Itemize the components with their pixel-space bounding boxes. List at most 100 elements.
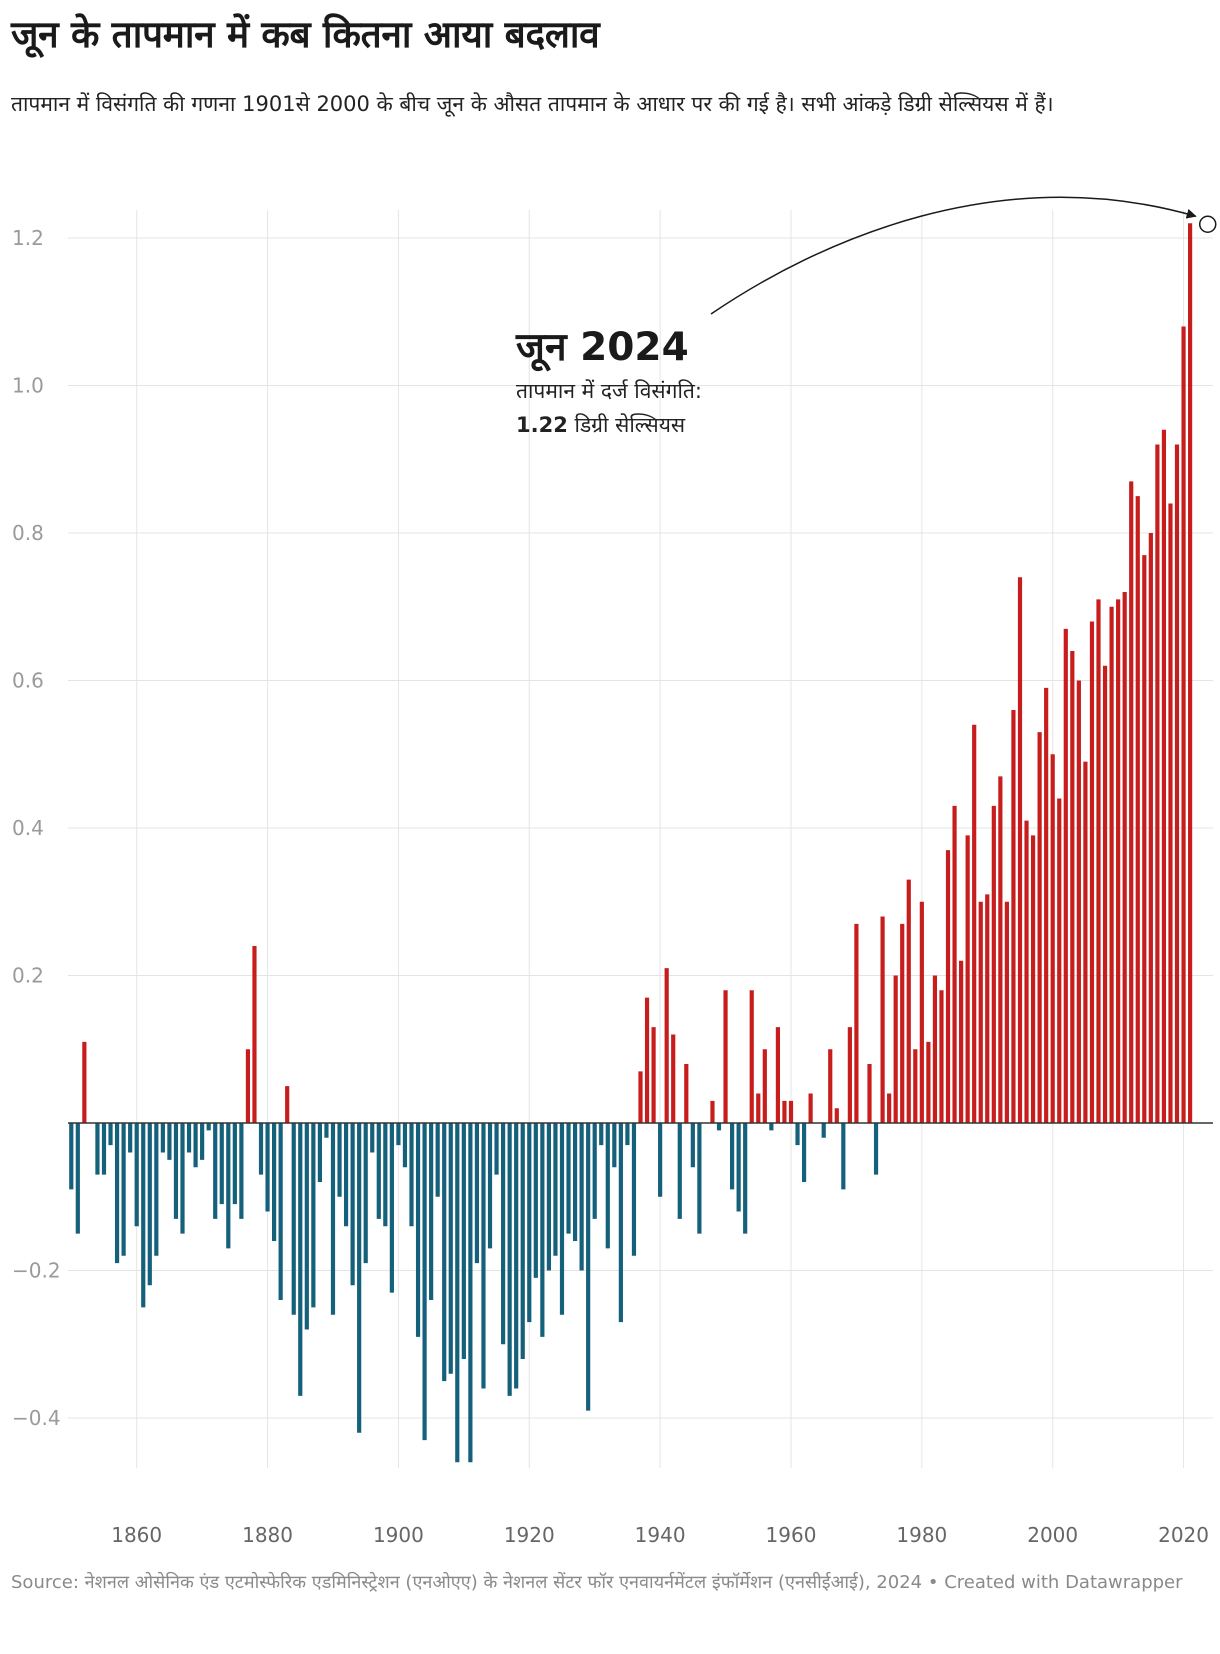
bar-1868 xyxy=(186,1123,192,1153)
bar-1920 xyxy=(527,1123,532,1323)
bar-1871 xyxy=(206,1123,211,1131)
bar-2020 xyxy=(1181,326,1186,1123)
bar-1949 xyxy=(716,1123,722,1131)
bar-2007 xyxy=(1096,599,1101,1123)
bar-1985 xyxy=(952,805,957,1123)
bar-1937 xyxy=(638,1071,643,1123)
bar-1992 xyxy=(998,776,1003,1123)
bar-1916 xyxy=(501,1123,506,1345)
annotation-heading: जून 2024 xyxy=(515,325,689,372)
source-footer: Source: नेशनल ओसेनिक एंड एटमोस्फेरिक एडम… xyxy=(11,1572,1183,1593)
x-tick-label: 1920 xyxy=(504,1523,555,1547)
bar-1872 xyxy=(213,1123,218,1219)
x-tick-label: 1960 xyxy=(766,1523,817,1547)
bar-1968 xyxy=(841,1123,846,1190)
y-tick-label: −0.2 xyxy=(12,1259,61,1283)
bar-1879 xyxy=(258,1123,264,1175)
bar-1901 xyxy=(402,1123,408,1168)
bar-1874 xyxy=(226,1123,231,1249)
bar-1930 xyxy=(592,1123,597,1219)
bar-1904 xyxy=(422,1123,427,1441)
y-tick-label: 0.2 xyxy=(12,964,44,988)
bar-1990 xyxy=(985,894,990,1123)
bar-1940 xyxy=(658,1123,663,1197)
bar-1865 xyxy=(167,1123,172,1160)
annotation: जून 2024 तापमान में दर्ज विसंगति: 1.22 ड… xyxy=(515,196,1217,437)
bar-1905 xyxy=(429,1123,434,1300)
bar-1969 xyxy=(847,1027,852,1123)
bar-2015 xyxy=(1148,533,1153,1123)
x-tick-label: 1940 xyxy=(635,1523,686,1547)
bar-1923 xyxy=(546,1123,551,1271)
bar-1864 xyxy=(160,1123,165,1153)
bar-1961 xyxy=(795,1123,800,1146)
bar-2011 xyxy=(1122,592,1127,1123)
bar-2016 xyxy=(1155,444,1160,1123)
bar-1931 xyxy=(599,1123,604,1146)
bar-1973 xyxy=(873,1123,879,1175)
bar-1866 xyxy=(173,1123,179,1219)
bar-1895 xyxy=(363,1123,368,1264)
bar-1910 xyxy=(461,1123,466,1359)
bar-1921 xyxy=(533,1123,538,1278)
bar-2003 xyxy=(1070,651,1075,1123)
bar-1877 xyxy=(245,1049,251,1123)
bar-1927 xyxy=(572,1123,578,1241)
axes: 1.2 1.0 0.8 0.6 0.4 0.2 −0.2 −0.4 1860 1880 1900 19… xyxy=(12,226,1213,1547)
bar-1878 xyxy=(252,946,257,1123)
bar-chart: 1.2 1.0 0.8 0.6 0.4 0.2 −0.2 −0.4 1860 1880 1900 19… xyxy=(12,196,1217,1547)
bar-1869 xyxy=(193,1123,198,1168)
bar-1972 xyxy=(867,1064,872,1123)
bar-1903 xyxy=(415,1123,421,1337)
x-tick-label: 1880 xyxy=(242,1523,293,1547)
bar-1936 xyxy=(631,1123,637,1256)
bar-2014 xyxy=(1142,555,1147,1123)
bar-1944 xyxy=(684,1064,689,1123)
bar-1991 xyxy=(991,805,996,1123)
bar-1998 xyxy=(1037,732,1042,1123)
y-tick-label: 0.6 xyxy=(12,669,44,693)
bar-1943 xyxy=(677,1123,682,1219)
bar-1884 xyxy=(291,1123,296,1315)
bar-1885 xyxy=(298,1123,303,1396)
bar-1966 xyxy=(828,1049,833,1123)
bar-1948 xyxy=(710,1100,715,1123)
bar-1855 xyxy=(101,1123,107,1175)
bar-1957 xyxy=(769,1123,774,1131)
y-tick-label: −0.4 xyxy=(12,1406,61,1430)
chart-subtitle: तापमान में विसंगति की गणना 1901से 2000 क… xyxy=(11,92,1054,116)
bar-1979 xyxy=(913,1049,918,1123)
bar-1965 xyxy=(821,1123,826,1138)
bar-1880 xyxy=(265,1123,270,1212)
bar-2012 xyxy=(1129,481,1134,1123)
bar-1932 xyxy=(605,1123,610,1249)
bar-1959 xyxy=(782,1100,787,1123)
bar-1970 xyxy=(854,923,859,1123)
bar-2008 xyxy=(1102,665,1108,1123)
bar-1924 xyxy=(553,1123,558,1256)
bar-1892 xyxy=(343,1123,349,1227)
bar-1861 xyxy=(141,1123,146,1308)
bar-2021 xyxy=(1188,223,1193,1123)
bar-1950 xyxy=(723,990,728,1123)
bar-1986 xyxy=(959,960,964,1123)
bar-1956 xyxy=(762,1049,767,1123)
bar-2010 xyxy=(1116,599,1121,1123)
bar-1989 xyxy=(978,901,983,1123)
bar-1876 xyxy=(239,1123,244,1219)
bar-1935 xyxy=(625,1123,630,1146)
bar-1914 xyxy=(487,1123,493,1249)
bar-1915 xyxy=(494,1123,499,1175)
bar-1875 xyxy=(232,1123,237,1205)
bar-1933 xyxy=(612,1123,617,1168)
bar-1870 xyxy=(200,1123,205,1160)
bar-2019 xyxy=(1174,444,1180,1123)
bar-1999 xyxy=(1044,687,1049,1123)
bar-2017 xyxy=(1161,429,1167,1123)
bar-1907 xyxy=(442,1123,447,1382)
x-tick-label: 1980 xyxy=(896,1523,947,1547)
bar-1946 xyxy=(697,1123,702,1234)
x-tick-label: 2020 xyxy=(1158,1523,1209,1547)
bar-1860 xyxy=(134,1123,139,1227)
bar-2004 xyxy=(1076,680,1081,1123)
